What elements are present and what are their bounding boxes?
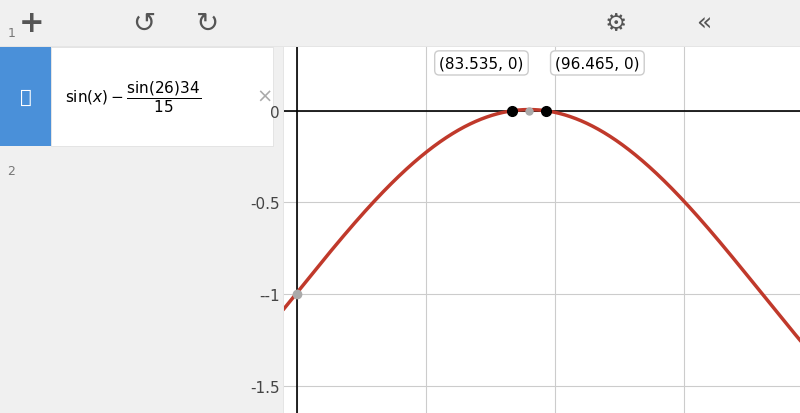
Text: ⚙: ⚙ bbox=[605, 12, 627, 36]
Text: (96.465, 0): (96.465, 0) bbox=[555, 56, 640, 71]
Text: «: « bbox=[696, 12, 712, 36]
Text: 1: 1 bbox=[7, 27, 15, 40]
Text: +: + bbox=[19, 9, 45, 38]
Text: $\sin(x) - \dfrac{\sin(26)34}{15}$: $\sin(x) - \dfrac{\sin(26)34}{15}$ bbox=[66, 79, 202, 115]
Text: 2: 2 bbox=[7, 164, 15, 178]
Text: (83.535, 0): (83.535, 0) bbox=[439, 56, 524, 71]
FancyBboxPatch shape bbox=[0, 47, 51, 146]
Text: ×: × bbox=[256, 88, 272, 106]
Text: ↻: ↻ bbox=[196, 10, 220, 38]
Text: 〜: 〜 bbox=[20, 88, 31, 106]
FancyBboxPatch shape bbox=[51, 47, 273, 146]
Text: ↺: ↺ bbox=[132, 10, 156, 38]
